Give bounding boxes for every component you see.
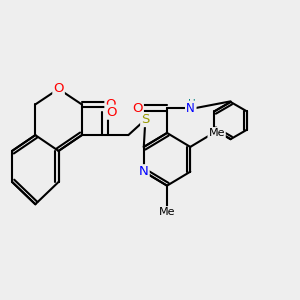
- Text: O: O: [105, 98, 116, 111]
- Text: O: O: [106, 106, 116, 119]
- Text: N: N: [139, 165, 149, 178]
- Text: Me: Me: [159, 207, 175, 217]
- Text: H: H: [188, 99, 196, 110]
- Text: O: O: [53, 82, 64, 95]
- Text: O: O: [132, 102, 143, 115]
- Text: Me: Me: [208, 128, 225, 138]
- Text: N: N: [186, 102, 195, 115]
- Text: S: S: [141, 113, 149, 126]
